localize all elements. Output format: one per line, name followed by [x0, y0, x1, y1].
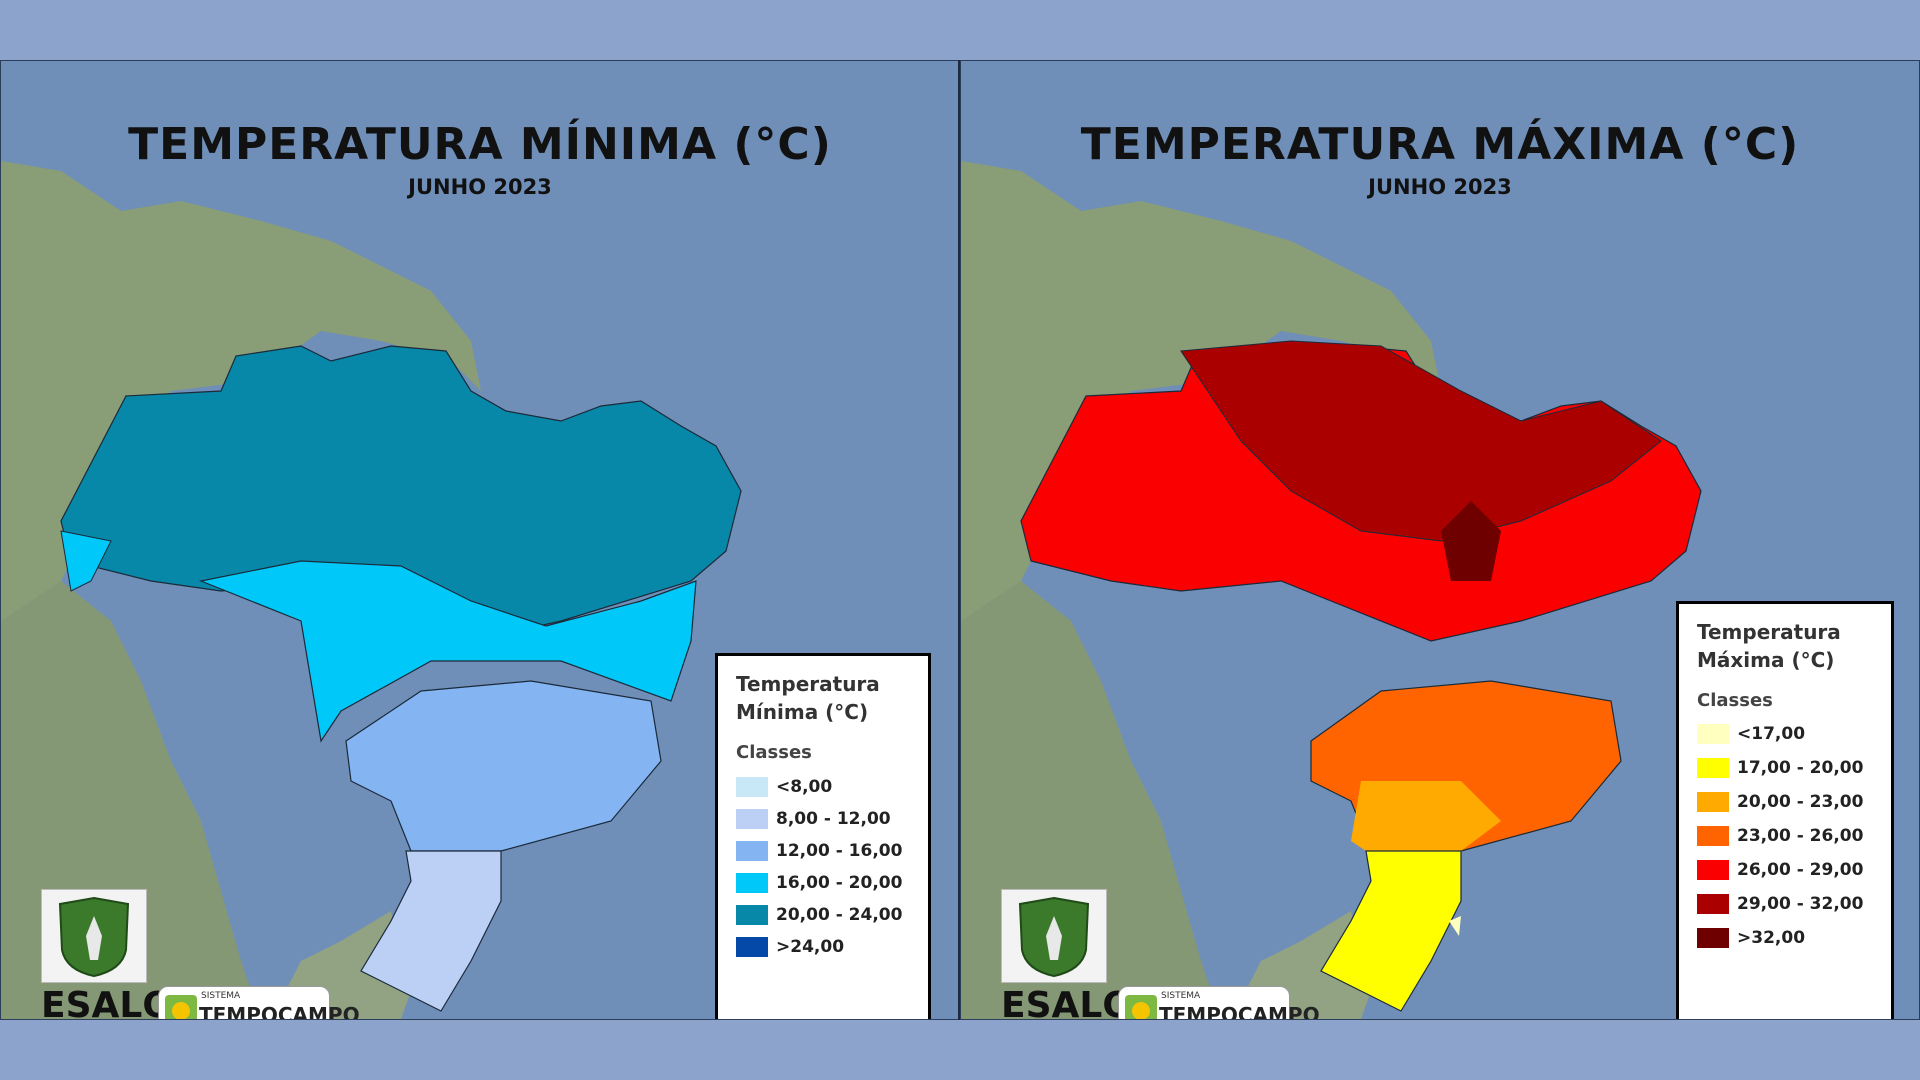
- tempocampo-sun-icon: [165, 995, 197, 1019]
- legend-label: >32,00: [1737, 928, 1806, 948]
- legend-classes-label: Classes: [736, 742, 812, 763]
- legend-label: 20,00 - 23,00: [1737, 792, 1864, 812]
- legend-item: 17,00 - 20,00: [1697, 756, 1887, 780]
- tempocampo-text: TEMPOCAMPO: [199, 1003, 360, 1020]
- tempocampo-logo: SISTEMA TEMPOCAMPO: [1118, 986, 1320, 1019]
- esalq-logo-text: ESALQ: [41, 985, 173, 1020]
- legend-label: 17,00 - 20,00: [1737, 758, 1864, 778]
- legend-title-max: Temperatura Máxima (°C): [1697, 618, 1841, 674]
- esalq-logo: ESALQ: [1001, 889, 1133, 1019]
- legend-swatch: [1697, 758, 1729, 778]
- legend-swatch: [1697, 724, 1729, 744]
- map-panel-max: TEMPERATURA MÁXIMA (°C) JUNHO 2023 Tempe…: [960, 60, 1920, 1020]
- map-title-min: TEMPERATURA MÍNIMA (°C): [128, 119, 832, 170]
- legend-item: 8,00 - 12,00: [736, 807, 926, 831]
- brazil-regions-max: [1020, 340, 1702, 1012]
- legend-label: <8,00: [776, 777, 833, 797]
- map-subtitle-min: JUNHO 2023: [408, 175, 552, 199]
- legend-item: 20,00 - 24,00: [736, 903, 926, 927]
- legend-label: 20,00 - 24,00: [776, 905, 903, 925]
- legend-swatch: [1697, 928, 1729, 948]
- legend-swatch: [736, 777, 768, 797]
- legend-label: <17,00: [1737, 724, 1806, 744]
- legend-label: 29,00 - 32,00: [1737, 894, 1864, 914]
- esalq-logo: ESALQ: [41, 889, 173, 1019]
- legend-swatch: [1697, 894, 1729, 914]
- tempocampo-small-text: SISTEMA: [201, 991, 241, 1001]
- legend-label: 16,00 - 20,00: [776, 873, 903, 893]
- legend-label: 23,00 - 26,00: [1737, 826, 1864, 846]
- legend-title-line1: Temperatura: [736, 672, 880, 696]
- legend-item: >24,00: [736, 935, 926, 959]
- esalq-logo-text: ESALQ: [1001, 985, 1133, 1020]
- legend-title-min: Temperatura Mínima (°C): [736, 670, 880, 726]
- legend-swatch: [1697, 792, 1729, 812]
- tempocampo-text: TEMPOCAMPO: [1159, 1003, 1320, 1020]
- legend-classes-label: Classes: [1697, 690, 1773, 711]
- legend-label: 8,00 - 12,00: [776, 809, 891, 829]
- map-title-max: TEMPERATURA MÁXIMA (°C): [1080, 119, 1800, 170]
- legend-swatch: [1697, 826, 1729, 846]
- brazil-regions-min: [60, 345, 742, 1012]
- legend-max: Temperatura Máxima (°C) Classes <17,00 1…: [1676, 601, 1894, 1019]
- legend-swatch: [736, 841, 768, 861]
- legend-item: 20,00 - 23,00: [1697, 790, 1887, 814]
- esalq-shield-icon: [41, 889, 147, 983]
- legend-item: <17,00: [1697, 722, 1887, 746]
- legend-item: <8,00: [736, 775, 926, 799]
- legend-title-line2: Máxima (°C): [1697, 648, 1835, 672]
- esalq-shield-icon: [1001, 889, 1107, 983]
- tempocampo-small-text: SISTEMA: [1161, 991, 1201, 1001]
- legend-swatch: [736, 873, 768, 893]
- legend-label: 26,00 - 29,00: [1737, 860, 1864, 880]
- legend-label: >24,00: [776, 937, 845, 957]
- legend-item: >32,00: [1697, 926, 1887, 950]
- legend-item: 23,00 - 26,00: [1697, 824, 1887, 848]
- panel-divider: [958, 60, 960, 1020]
- tempocampo-logo: SISTEMA TEMPOCAMPO: [158, 986, 360, 1019]
- map-panel-min: TEMPERATURA MÍNIMA (°C) JUNHO 2023 Tempe…: [0, 60, 960, 1020]
- legend-title-line2: Mínima (°C): [736, 700, 869, 724]
- legend-item: 26,00 - 29,00: [1697, 858, 1887, 882]
- legend-label: 12,00 - 16,00: [776, 841, 903, 861]
- legend-title-line1: Temperatura: [1697, 620, 1841, 644]
- map-subtitle-max: JUNHO 2023: [1368, 175, 1512, 199]
- legend-swatch: [736, 905, 768, 925]
- legend-item: 29,00 - 32,00: [1697, 892, 1887, 916]
- legend-min: Temperatura Mínima (°C) Classes <8,00 8,…: [715, 653, 931, 1019]
- legend-swatch: [736, 937, 768, 957]
- legend-swatch: [1697, 860, 1729, 880]
- tempocampo-sun-icon: [1125, 995, 1157, 1019]
- legend-item: 16,00 - 20,00: [736, 871, 926, 895]
- legend-swatch: [736, 809, 768, 829]
- legend-item: 12,00 - 16,00: [736, 839, 926, 863]
